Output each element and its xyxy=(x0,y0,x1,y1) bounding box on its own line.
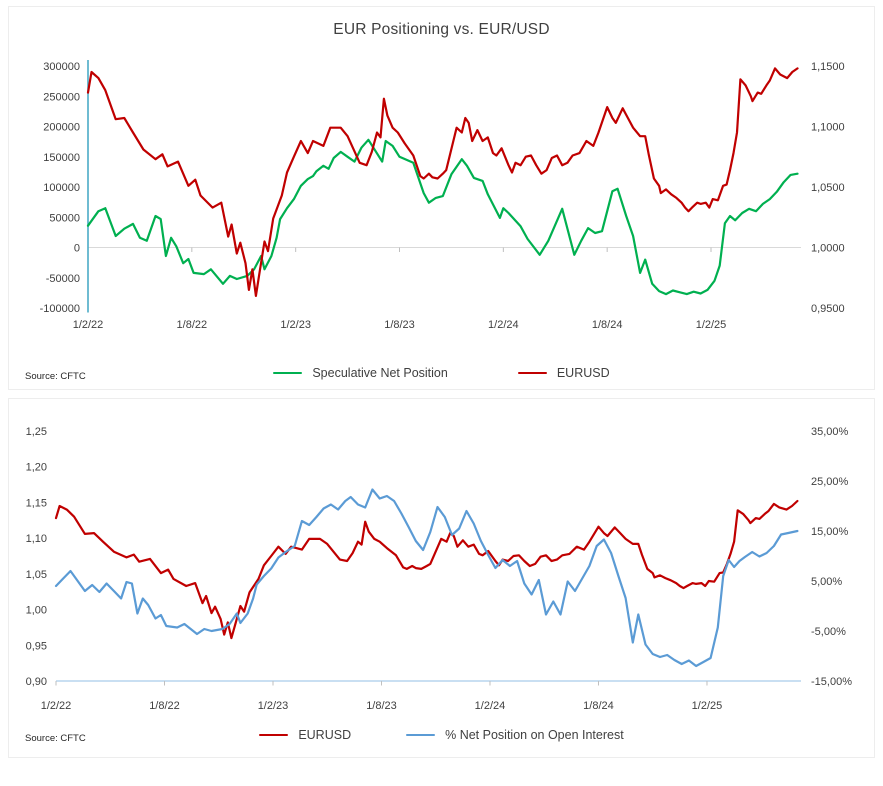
svg-text:1,00: 1,00 xyxy=(26,605,47,617)
legend-item-pct-net-position: % Net Position on Open Interest xyxy=(406,728,624,742)
svg-text:1/2/23: 1/2/23 xyxy=(280,319,311,331)
svg-text:300000: 300000 xyxy=(43,61,80,73)
svg-text:1,10: 1,10 xyxy=(26,533,47,545)
svg-text:1,0000: 1,0000 xyxy=(811,243,845,255)
legend: EURUSD % Net Position on Open Interest xyxy=(9,721,874,749)
svg-text:1/2/22: 1/2/22 xyxy=(41,700,72,712)
svg-text:1/8/23: 1/8/23 xyxy=(366,700,397,712)
source-label: Source: CFTC xyxy=(25,371,86,382)
legend-item-eurusd: EURUSD xyxy=(517,366,610,380)
legend-item-speculative-net-position: Speculative Net Position xyxy=(273,366,448,380)
svg-text:1,1000: 1,1000 xyxy=(811,122,845,134)
svg-text:1/2/24: 1/2/24 xyxy=(488,319,519,331)
svg-text:1,25: 1,25 xyxy=(26,426,47,438)
svg-text:1,20: 1,20 xyxy=(26,462,47,474)
chart-panel-open-interest: 1,25 1,20 1,15 1,10 1,05 1,00 0,95 0,90 35,00% 25… xyxy=(8,398,875,758)
svg-text:1/8/24: 1/8/24 xyxy=(592,319,623,331)
svg-text:-15,00%: -15,00% xyxy=(811,676,852,688)
svg-text:0,90: 0,90 xyxy=(26,676,47,688)
source-label: Source: CFTC xyxy=(25,733,86,744)
legend-label: EURUSD xyxy=(556,366,610,380)
positioning-chart-plot: 300000 250000 200000 150000 100000 50000 0 -500… xyxy=(40,60,845,331)
chart-panel-positioning: 300000 250000 200000 150000 100000 50000 0 -500… xyxy=(8,6,875,390)
legend-marker-red xyxy=(517,371,547,375)
svg-text:1,0500: 1,0500 xyxy=(811,182,845,194)
svg-text:1/8/22: 1/8/22 xyxy=(149,700,180,712)
svg-text:1/8/22: 1/8/22 xyxy=(177,319,208,331)
legend-label: % Net Position on Open Interest xyxy=(445,728,624,742)
svg-text:150000: 150000 xyxy=(43,152,80,164)
legend-item-eurusd: EURUSD xyxy=(259,728,351,742)
chart-title: EUR Positioning vs. EUR/USD xyxy=(333,21,550,38)
svg-text:1/8/24: 1/8/24 xyxy=(583,700,614,712)
svg-text:1,15: 1,15 xyxy=(26,497,47,509)
svg-text:1/8/23: 1/8/23 xyxy=(384,319,415,331)
svg-text:50000: 50000 xyxy=(49,212,80,224)
svg-text:1/2/25: 1/2/25 xyxy=(692,700,723,712)
svg-text:5,00%: 5,00% xyxy=(811,576,842,588)
svg-text:1,05: 1,05 xyxy=(26,569,47,581)
svg-text:0: 0 xyxy=(74,243,80,255)
svg-text:1,1500: 1,1500 xyxy=(811,61,845,73)
svg-text:200000: 200000 xyxy=(43,122,80,134)
svg-text:1/2/24: 1/2/24 xyxy=(475,700,506,712)
svg-text:-100000: -100000 xyxy=(40,303,80,315)
legend-marker-blue xyxy=(406,733,436,737)
open-interest-chart-plot: 1,25 1,20 1,15 1,10 1,05 1,00 0,95 0,90 35,00% 25… xyxy=(26,426,853,712)
svg-text:1/2/23: 1/2/23 xyxy=(258,700,289,712)
legend-marker-red xyxy=(259,733,289,737)
svg-text:1/2/22: 1/2/22 xyxy=(73,319,104,331)
legend-label: EURUSD xyxy=(298,728,352,742)
svg-text:35,00%: 35,00% xyxy=(811,426,849,438)
svg-text:100000: 100000 xyxy=(43,182,80,194)
svg-text:250000: 250000 xyxy=(43,91,80,103)
legend-marker-green xyxy=(273,371,303,375)
svg-text:-50000: -50000 xyxy=(46,273,80,285)
legend: Speculative Net Position EURUSD xyxy=(9,359,874,387)
svg-text:15,00%: 15,00% xyxy=(811,526,849,538)
svg-text:25,00%: 25,00% xyxy=(811,476,849,488)
svg-text:-5,00%: -5,00% xyxy=(811,626,846,638)
legend-label: Speculative Net Position xyxy=(312,366,448,380)
svg-text:0,95: 0,95 xyxy=(26,640,47,652)
svg-text:1/2/25: 1/2/25 xyxy=(696,319,727,331)
svg-text:0,9500: 0,9500 xyxy=(811,303,845,315)
